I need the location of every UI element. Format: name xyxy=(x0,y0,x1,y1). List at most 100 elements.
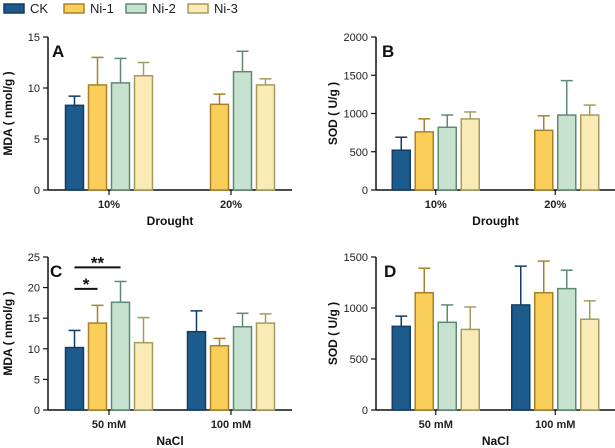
bar-group xyxy=(133,61,154,191)
bar-ni-1 xyxy=(87,322,108,411)
legend: CK Ni-1 Ni-2 Ni-3 xyxy=(3,1,238,16)
bar-ni-2 xyxy=(437,126,457,191)
y-tick-label: 15 xyxy=(28,313,40,325)
bar-group xyxy=(232,50,253,191)
bar-ni-1 xyxy=(87,84,108,191)
bar-group xyxy=(534,115,554,191)
bar-ni-3 xyxy=(255,84,276,191)
y-tick-label: 0 xyxy=(362,405,368,417)
significance-label: * xyxy=(83,275,90,294)
bar-group xyxy=(437,304,457,411)
panel-d: 0 500 1000 1500 SOD ( U/g ) D NaCl 50 mM 100 mM xyxy=(326,252,615,448)
bar-ck xyxy=(511,304,531,411)
bar-group xyxy=(110,280,131,411)
bar-group xyxy=(64,95,85,191)
legend-entry-ni-2: Ni-2 xyxy=(125,1,176,16)
y-tick-label: 10 xyxy=(28,344,40,356)
x-axis-label: Drought xyxy=(472,214,519,228)
y-tick-label: 5 xyxy=(34,134,40,146)
significance-label: ** xyxy=(91,253,105,272)
legend-swatch xyxy=(3,3,25,14)
bar-ck xyxy=(64,104,85,191)
y-tick-label: 0 xyxy=(34,185,40,197)
y-tick-label: 1000 xyxy=(344,303,368,315)
legend-label: Ni-1 xyxy=(90,1,114,16)
legend-swatch xyxy=(63,3,85,14)
legend-label: Ni-2 xyxy=(152,1,176,16)
y-tick-label: 500 xyxy=(350,354,368,366)
legend-swatch xyxy=(187,3,209,14)
bar-ni-1 xyxy=(209,344,230,411)
bar-group xyxy=(391,315,411,411)
bar-ni-3 xyxy=(580,114,600,191)
bar-ni-2 xyxy=(557,114,577,191)
bar-ni-3 xyxy=(133,75,154,191)
bar-ni-2 xyxy=(232,70,253,191)
bar-group xyxy=(255,78,276,191)
x-axis-label: NaCl xyxy=(156,434,183,448)
bar-group xyxy=(580,104,600,191)
y-tick-label: 500 xyxy=(350,147,368,159)
y-tick-label: 1000 xyxy=(344,109,368,121)
bar-ni-3 xyxy=(580,318,600,411)
bar-group xyxy=(87,304,108,411)
bar-ni-1 xyxy=(414,131,434,191)
x-tick-label: 100 mM xyxy=(535,419,575,431)
y-tick-label: 25 xyxy=(28,252,40,264)
y-tick-label: 20 xyxy=(28,283,40,295)
y-tick-label: 2000 xyxy=(344,32,368,44)
bar-ck xyxy=(391,325,411,411)
bar-group xyxy=(209,93,230,191)
legend-label: CK xyxy=(30,1,48,16)
bar-group xyxy=(437,114,457,191)
bar-ni-3 xyxy=(133,341,154,411)
bar-group xyxy=(557,269,577,411)
bar-group xyxy=(511,265,531,411)
bar-group xyxy=(414,118,434,191)
bar-group xyxy=(186,310,207,411)
legend-swatch xyxy=(125,3,147,14)
bar-group xyxy=(255,313,276,411)
bar-ni-2 xyxy=(437,321,457,411)
bar-group xyxy=(391,136,411,191)
legend-entry-ck: CK xyxy=(3,1,48,16)
bar-ni-1 xyxy=(209,103,230,191)
legend-label: Ni-3 xyxy=(214,1,238,16)
bar-group xyxy=(460,306,480,411)
y-axis-label: MDA ( nmol/g ) xyxy=(1,71,15,155)
x-tick-label: 10% xyxy=(98,199,120,211)
panel-label: D xyxy=(384,262,396,281)
x-axis-label: Drought xyxy=(147,214,194,228)
bar-group xyxy=(87,56,108,191)
bar-ni-1 xyxy=(534,291,554,411)
significance-marker: ** xyxy=(74,253,121,272)
legend-entry-ni-3: Ni-3 xyxy=(187,1,238,16)
bar-ni-2 xyxy=(557,287,577,411)
x-tick-label: 20% xyxy=(544,199,566,211)
y-tick-label: 10 xyxy=(28,83,40,95)
x-tick-label: 10% xyxy=(425,199,447,211)
bar-group xyxy=(534,260,554,411)
y-tick-label: 1500 xyxy=(344,70,368,82)
significance-marker: * xyxy=(74,275,98,294)
bar-ni-3 xyxy=(460,118,480,191)
bar-group xyxy=(209,337,230,411)
bar-ni-3 xyxy=(255,322,276,411)
bar-group xyxy=(133,316,154,411)
x-tick-label: 20% xyxy=(220,199,242,211)
y-axis-label: SOD ( U/g ) xyxy=(326,302,340,365)
bar-ni-2 xyxy=(232,326,253,411)
bar-ni-2 xyxy=(110,301,131,411)
bar-group xyxy=(232,312,253,411)
x-tick-label: 100 mM xyxy=(211,419,251,431)
bar-ni-3 xyxy=(460,328,480,411)
y-axis-label: SOD ( U/g ) xyxy=(326,82,340,145)
bar-ni-1 xyxy=(414,291,434,411)
bar-group xyxy=(557,79,577,191)
bar-ck xyxy=(64,346,85,411)
legend-entry-ni-1: Ni-1 xyxy=(63,1,114,16)
y-tick-label: 0 xyxy=(362,185,368,197)
